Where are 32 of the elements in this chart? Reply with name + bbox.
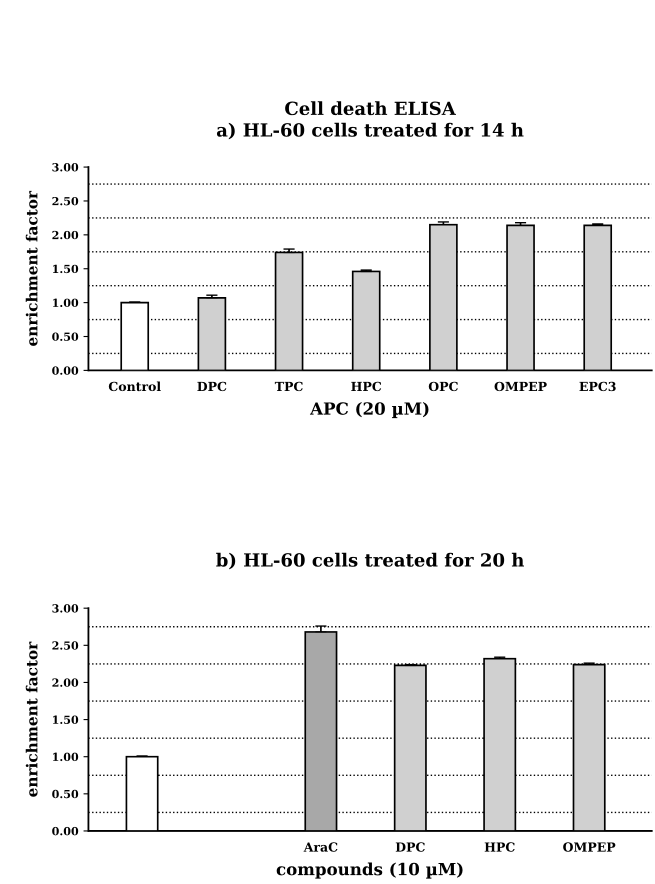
y-tick-label: 2.00 — [52, 230, 78, 240]
y-tick-label: 2.50 — [52, 641, 78, 650]
chart-title: b) HL-60 cells treated for 20 h — [216, 552, 524, 570]
y-tick-label: 0.50 — [52, 332, 78, 341]
y-tick-label: 3.00 — [52, 604, 78, 613]
chart-subtitle: a) HL-60 cells treated for 14 h — [216, 122, 524, 140]
x-tick-label: AraC — [304, 842, 338, 852]
x-tick-label: OMPEP — [494, 382, 547, 392]
x-tick-label: OPC — [428, 382, 458, 392]
x-tick-label: Control — [108, 382, 161, 392]
x-tick-label: HPC — [351, 382, 382, 392]
y-tick-label: 0.50 — [52, 790, 78, 798]
y-tick-label: 0.00 — [52, 366, 78, 375]
x-axis-title: compounds (10 µM) — [276, 862, 463, 879]
x-tick-label: EPC3 — [580, 382, 616, 392]
y-tick-label: 1.00 — [53, 752, 78, 762]
y-axis-title: enrichment factor — [26, 190, 38, 346]
x-axis-title: APC (20 µM) — [310, 402, 428, 418]
y-axis-title: enrichment factor — [26, 642, 38, 797]
y-tick-label: 3.00 — [52, 163, 78, 172]
y-tick-label: 0.00 — [52, 826, 78, 836]
x-tick-label: TPC — [274, 382, 303, 392]
x-tick-label: DPC — [396, 842, 425, 852]
y-tick-label: 1.50 — [53, 264, 78, 274]
y-tick-label: 2.00 — [52, 678, 78, 687]
x-tick-label: OMPEP — [563, 842, 616, 852]
y-tick-label: 1.00 — [53, 298, 78, 307]
x-tick-label: HPC — [484, 842, 515, 852]
x-tick-label: DPC — [197, 382, 226, 392]
chart-title: Cell death ELISA — [285, 101, 456, 116]
y-tick-label: 2.50 — [52, 196, 78, 206]
y-tick-label: 1.50 — [53, 716, 78, 724]
